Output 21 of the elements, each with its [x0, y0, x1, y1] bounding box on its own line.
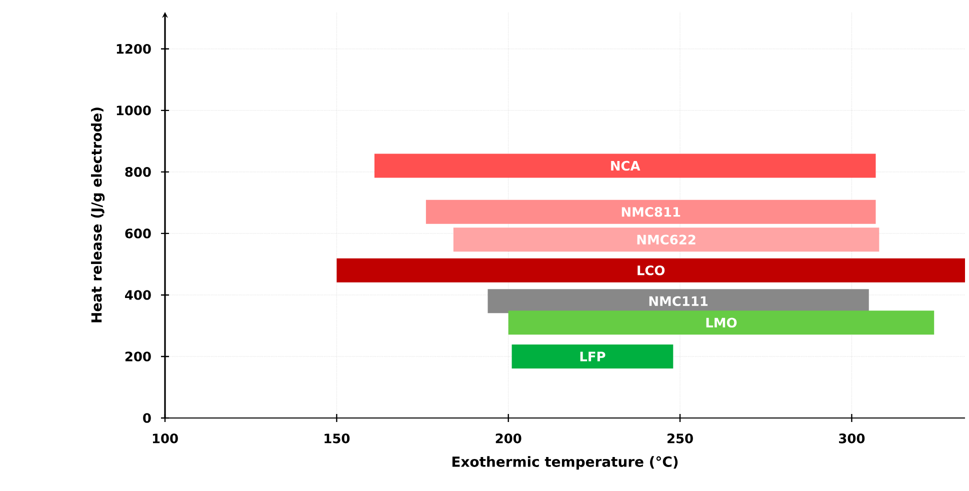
y-tick-label: 1000: [116, 106, 151, 116]
x-axis-title: Exothermic temperature (°C): [452, 456, 678, 470]
x-tick-label: 250: [668, 434, 693, 444]
y-tick-label: 200: [125, 352, 151, 362]
series-label: LMO: [706, 318, 737, 328]
series-label: NCA: [611, 160, 640, 171]
series-label: NMC111: [649, 296, 708, 306]
y-tick-label: 800: [125, 167, 151, 177]
y-tick-label: 400: [125, 290, 151, 300]
y-tick-label: 1200: [116, 44, 151, 54]
series-label: NMC622: [637, 234, 696, 245]
series-label: LCO: [638, 265, 665, 276]
x-tick-label: 150: [324, 434, 350, 444]
y-axis-title: Heat release (J/g electrode): [90, 108, 105, 322]
y-tick-label: 600: [125, 228, 151, 238]
x-tick-label: 100: [152, 434, 178, 444]
series-label: NMC811: [622, 207, 680, 217]
y-tick-label: 0: [143, 413, 151, 423]
x-tick-label: 200: [496, 434, 522, 444]
series-label: LFP: [580, 352, 606, 362]
x-tick-label: 300: [839, 434, 865, 444]
